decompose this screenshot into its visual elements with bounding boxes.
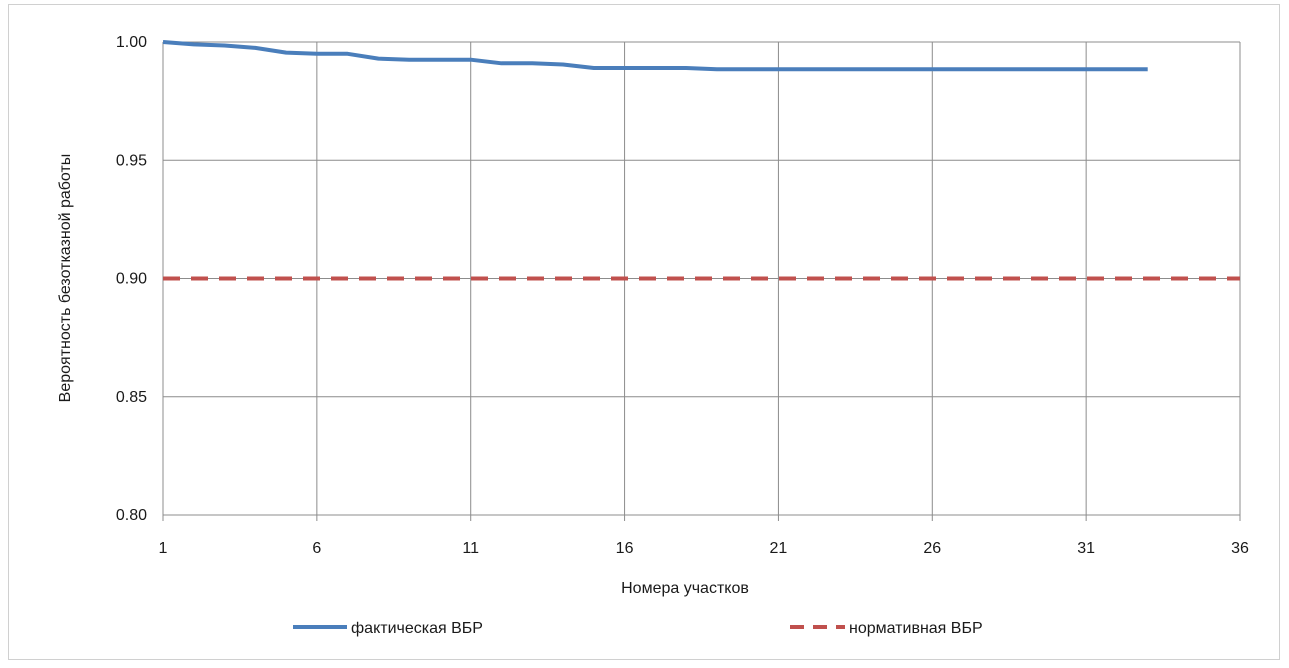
x-tick-label: 31 xyxy=(1077,540,1095,557)
legend-label-normative: нормативная ВБР xyxy=(849,620,983,637)
y-tick-label: 1.00 xyxy=(116,34,147,51)
y-axis-ticks: 0.80 0.85 0.90 0.95 1.00 xyxy=(116,34,147,524)
series-lines xyxy=(162,40,1240,281)
legend-label-actual: фактическая ВБР xyxy=(351,620,483,637)
x-tick-label: 36 xyxy=(1231,540,1249,557)
legend: фактическая ВБР нормативная ВБР xyxy=(293,620,983,637)
x-tick-label: 6 xyxy=(312,540,321,557)
y-tick-label: 0.90 xyxy=(116,271,147,288)
x-tick-label: 11 xyxy=(462,540,479,557)
y-axis-title: Вероятность безотказной работы xyxy=(57,154,74,403)
y-tick-label: 0.80 xyxy=(116,507,147,524)
x-tick-label: 26 xyxy=(923,540,941,557)
chart-frame xyxy=(8,4,1280,660)
x-tick-label: 1 xyxy=(159,540,168,557)
y-tick-label: 0.95 xyxy=(116,152,147,169)
y-tick-label: 0.85 xyxy=(116,389,147,406)
x-axis-title: Номера участков xyxy=(621,580,749,597)
x-tick-label: 21 xyxy=(770,540,788,557)
series-line-actual xyxy=(162,40,1148,72)
grid xyxy=(162,41,1241,521)
x-tick-label: 16 xyxy=(616,540,634,557)
x-axis-ticks: 1 6 11 16 21 26 31 36 xyxy=(159,540,1249,557)
